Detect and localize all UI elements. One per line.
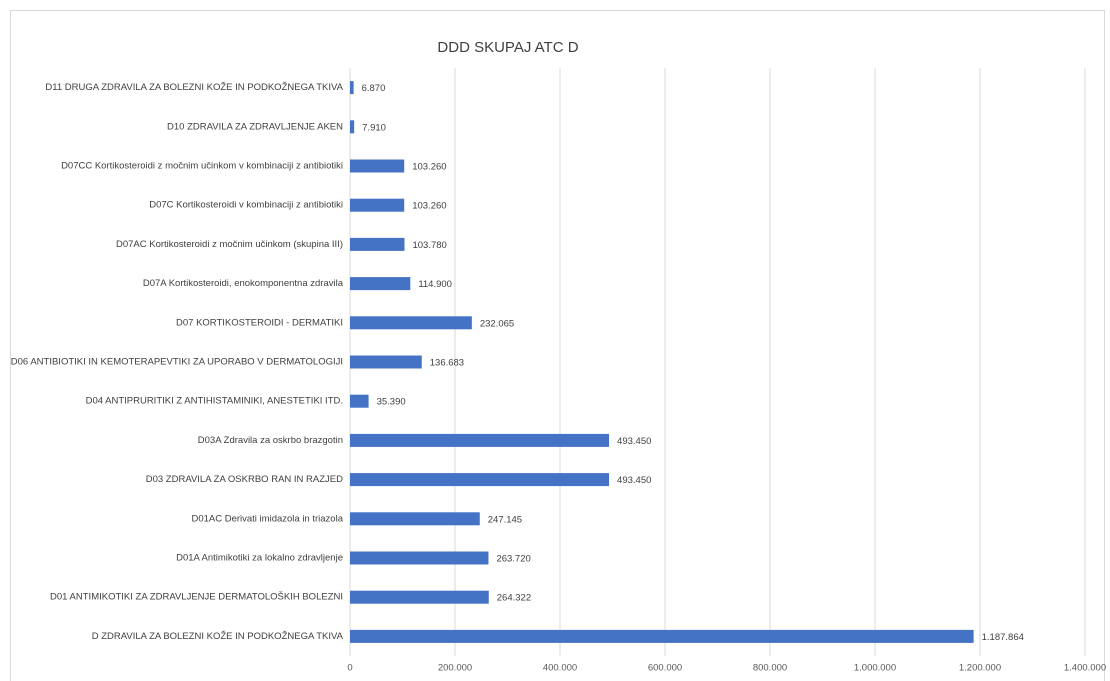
y-tick-label: D07 KORTIKOSTEROIDI - DERMATIKI xyxy=(176,317,343,328)
data-label: 1.187.864 xyxy=(982,632,1024,643)
y-tick-label: D01 ANTIMIKOTIKI ZA ZDRAVLJENJE DERMATOL… xyxy=(50,592,343,603)
data-label: 263.720 xyxy=(496,554,530,565)
bar xyxy=(350,473,610,487)
y-tick-label: D01AC Derivati imidazola in triazola xyxy=(191,513,343,524)
bar xyxy=(350,159,405,173)
x-tick-label: 400.000 xyxy=(543,663,577,674)
y-tick-label: D07A Kortikosteroidi, enokomponentna zdr… xyxy=(143,278,344,289)
bar xyxy=(350,277,411,291)
data-label: 264.322 xyxy=(497,593,531,604)
bar xyxy=(350,590,489,604)
x-tick-label: 0 xyxy=(347,663,352,674)
data-label: 232.065 xyxy=(480,318,514,329)
data-label: 136.683 xyxy=(430,358,464,369)
data-label: 7.910 xyxy=(362,122,386,133)
data-label: 114.900 xyxy=(418,279,452,290)
data-label: 103.260 xyxy=(412,201,446,212)
bar xyxy=(350,81,354,95)
y-tick-label: D11 DRUGA ZDRAVILA ZA BOLEZNI KOŽE IN PO… xyxy=(45,82,343,93)
bar xyxy=(350,551,489,565)
y-tick-label: D03 ZDRAVILA ZA OSKRBO RAN IN RAZJED xyxy=(146,474,343,485)
x-tick-label: 1.400.000 xyxy=(1064,663,1106,674)
y-tick-label: D07AC Kortikosteroidi z močnim učinkom (… xyxy=(116,239,343,250)
data-label: 247.145 xyxy=(488,514,522,525)
x-tick-label: 800.000 xyxy=(753,663,787,674)
y-tick-label: D04 ANTIPRURITIKI Z ANTIHISTAMINIKI, ANE… xyxy=(86,396,343,407)
y-tick-label: D06 ANTIBIOTIKI IN KEMOTERAPEVTIKI ZA UP… xyxy=(11,357,343,368)
bar xyxy=(350,355,422,369)
x-tick-label: 1.200.000 xyxy=(959,663,1001,674)
data-label: 103.780 xyxy=(412,240,446,251)
bar xyxy=(350,629,974,643)
x-tick-label: 200.000 xyxy=(438,663,472,674)
y-tick-label: D07C Kortikosteroidi v kombinaciji z ant… xyxy=(149,200,343,211)
data-label: 35.390 xyxy=(377,397,406,408)
y-tick-label: D10 ZDRAVILA ZA ZDRAVLJENJE AKEN xyxy=(167,121,343,132)
data-label: 103.260 xyxy=(412,162,446,173)
bar xyxy=(350,394,369,408)
y-tick-label: D01A Antimikotiki za lokalno zdravljenje xyxy=(176,553,343,564)
bar xyxy=(350,433,610,447)
x-tick-label: 600.000 xyxy=(648,663,682,674)
bar xyxy=(350,316,472,330)
data-label: 493.450 xyxy=(617,436,651,447)
bar xyxy=(350,120,355,134)
y-tick-label: D03A Zdravila za oskrbo brazgotin xyxy=(198,435,343,446)
data-label: 493.450 xyxy=(617,475,651,486)
y-tick-label: D ZDRAVILA ZA BOLEZNI KOŽE IN PODKOŽNEGA… xyxy=(92,631,344,642)
chart-border xyxy=(10,10,1105,681)
data-label: 6.870 xyxy=(362,83,386,94)
bar xyxy=(350,237,405,251)
y-tick-label: D07CC Kortikosteroidi z močnim učinkom v… xyxy=(61,161,343,172)
x-tick-label: 1.000.000 xyxy=(854,663,896,674)
chart-title: DDD SKUPAJ ATC D xyxy=(437,39,578,56)
bar xyxy=(350,198,405,212)
bar xyxy=(350,512,480,526)
